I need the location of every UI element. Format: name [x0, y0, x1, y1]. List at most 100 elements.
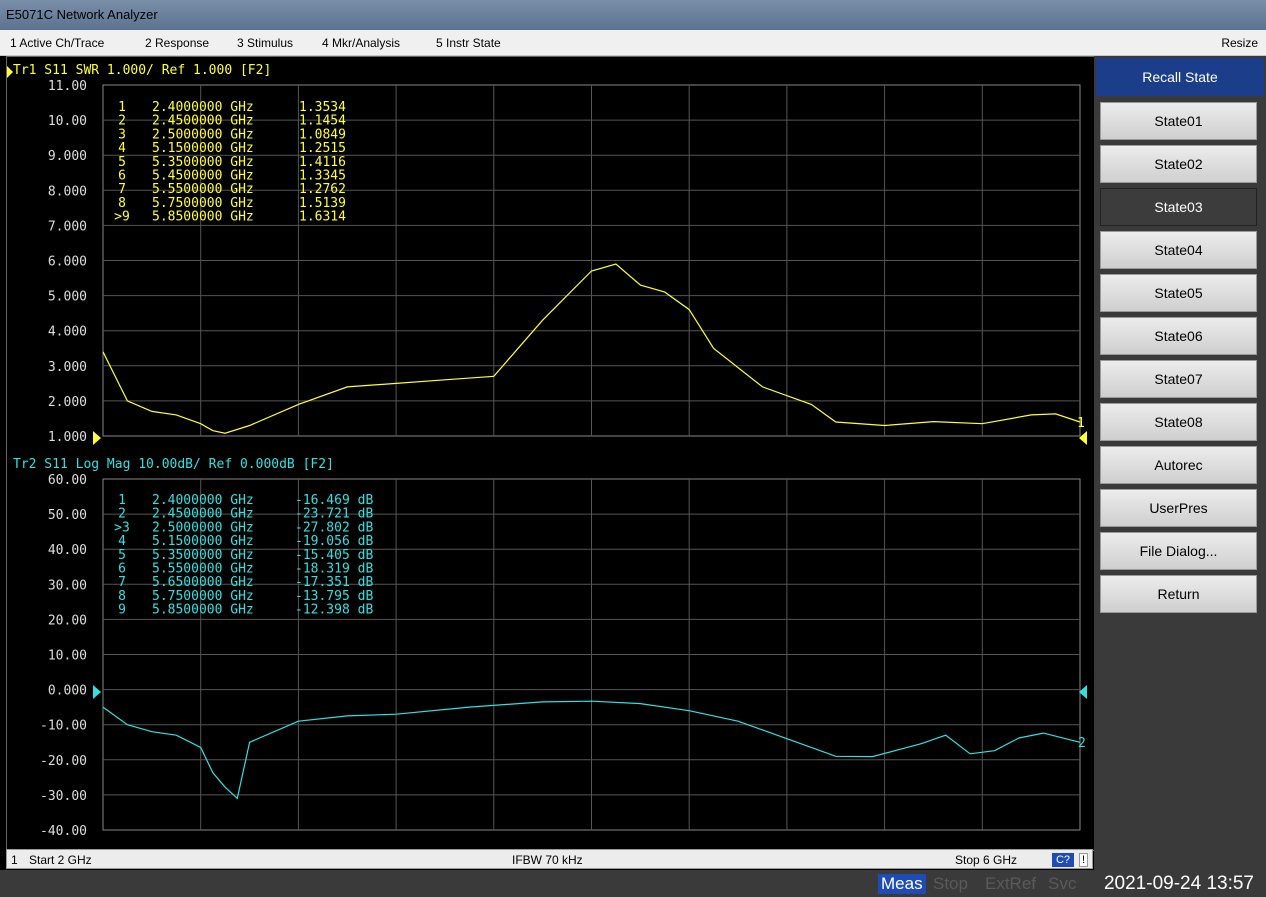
trace-plot-area: Tr1 S11 SWR 1.000/ Ref 1.000 [F2] Tr2 S1… — [7, 63, 1087, 839]
marker-id: 7 — [118, 182, 126, 197]
softkey-userpres[interactable]: UserPres — [1100, 489, 1257, 527]
marker-frequency: 5.5500000 GHz — [152, 182, 254, 197]
trace2-line — [102, 700, 1081, 800]
softkey-state03[interactable]: State03 — [1100, 188, 1257, 226]
calibration-status[interactable]: C? — [1051, 853, 1074, 867]
marker-frequency: 5.3500000 GHz — [152, 548, 254, 563]
marker-id: 2 — [118, 507, 126, 522]
trace2-header[interactable]: Tr2 S11 Log Mag 10.00dB/ Ref 0.000dB [F2… — [13, 457, 334, 472]
trace1-end-label: 1 — [1077, 416, 1085, 431]
menu-mkr-analysis[interactable]: 4 Mkr/Analysis — [322, 36, 401, 50]
trace2-ref-arrow-icon — [93, 685, 101, 699]
marker-value: 1.2515 — [299, 141, 346, 156]
warning-indicator[interactable]: ! — [1078, 853, 1088, 867]
trace2-y-ticks: 60.00 50.00 40.00 30.00 20.00 10.00 0.000 -10.0… — [40, 473, 87, 839]
marker-frequency: 5.1500000 GHz — [152, 141, 254, 156]
marker-id: 1 — [118, 493, 126, 508]
marker-frequency: 5.5500000 GHz — [152, 562, 254, 577]
softkey-state08[interactable]: State08 — [1100, 403, 1257, 441]
trace2-ref-right-arrow-icon — [1079, 685, 1087, 699]
menu-resize[interactable]: Resize — [1221, 36, 1258, 50]
y-tick-label: 8.000 — [48, 184, 87, 199]
trace1-line — [102, 263, 1081, 434]
y-tick-label: 3.000 — [48, 360, 87, 375]
softkey-state05[interactable]: State05 — [1100, 274, 1257, 312]
trace1-grid — [102, 84, 1081, 437]
trace2-grid — [102, 478, 1081, 831]
marker-value: 1.3534 — [299, 100, 346, 115]
marker-frequency: 2.4000000 GHz — [152, 100, 254, 115]
softkey-return[interactable]: Return — [1100, 575, 1257, 613]
marker-id: 4 — [118, 141, 126, 156]
marker-id: >9 — [114, 210, 130, 225]
marker-value: 1.1454 — [299, 114, 346, 129]
softkey-state06[interactable]: State06 — [1100, 317, 1257, 355]
stop-status: Stop — [933, 874, 968, 893]
y-tick-label: 9.000 — [48, 149, 87, 164]
marker-id: 1 — [118, 100, 126, 115]
y-tick-label: 5.000 — [48, 290, 87, 305]
menu-instr-state[interactable]: 5 Instr State — [436, 36, 501, 50]
marker-id: 2 — [118, 114, 126, 129]
softkey-state04[interactable]: State04 — [1100, 231, 1257, 269]
marker-value: -18.319 dB — [295, 562, 373, 577]
marker-frequency: 5.3500000 GHz — [152, 155, 254, 170]
marker-frequency: 2.4500000 GHz — [152, 114, 254, 129]
svc-status: Svc — [1048, 874, 1077, 893]
trace2-marker-table: 1 2.4000000 GHz -16.469 dB 2 2.4500000 GHz -2… — [114, 493, 373, 618]
marker-value: 1.5139 — [299, 196, 346, 211]
y-tick-label: 11.00 — [48, 79, 87, 94]
trace1-header[interactable]: Tr1 S11 SWR 1.000/ Ref 1.000 [F2] — [13, 63, 271, 78]
y-tick-label: -10.00 — [40, 719, 87, 734]
y-tick-label: 50.00 — [48, 508, 87, 523]
marker-value: -17.351 dB — [295, 575, 373, 590]
trace1-ref-arrow-icon — [93, 431, 101, 445]
softkey-state02[interactable]: State02 — [1100, 145, 1257, 183]
y-tick-label: 10.00 — [48, 649, 87, 664]
y-tick-label: 10.00 — [48, 114, 87, 129]
active-trace-arrow-icon — [7, 66, 13, 78]
softkey-autorec[interactable]: Autorec — [1100, 446, 1257, 484]
marker-id: 9 — [118, 603, 126, 618]
stop-frequency[interactable]: Stop 6 GHz — [955, 853, 1018, 867]
channel-number[interactable]: 1 — [11, 853, 18, 867]
marker-frequency: 5.8500000 GHz — [152, 210, 254, 225]
softkey-state07[interactable]: State07 — [1100, 360, 1257, 398]
y-tick-label: 30.00 — [48, 578, 87, 593]
menu-active-ch-trace[interactable]: 1 Active Ch/Trace — [10, 36, 105, 50]
marker-id: 8 — [118, 589, 126, 604]
marker-value: -15.405 dB — [295, 548, 373, 563]
menu-response[interactable]: 2 Response — [145, 36, 210, 50]
menu-stimulus[interactable]: 3 Stimulus — [237, 36, 294, 50]
marker-value: 1.4116 — [299, 155, 346, 170]
marker-value: -12.398 dB — [295, 603, 373, 618]
marker-frequency: 5.4500000 GHz — [152, 169, 254, 184]
marker-id: 4 — [118, 534, 126, 549]
marker-value: 1.6314 — [299, 210, 346, 225]
softkey-panel: Recall State State01 State02 State03 Sta… — [1094, 56, 1266, 870]
y-tick-label: 7.000 — [48, 219, 87, 234]
marker-frequency: 5.6500000 GHz — [152, 575, 254, 590]
marker-value: -27.802 dB — [295, 520, 373, 535]
marker-frequency: 5.7500000 GHz — [152, 589, 254, 604]
marker-frequency: 5.7500000 GHz — [152, 196, 254, 211]
start-frequency[interactable]: Start 2 GHz — [29, 853, 92, 867]
marker-value: 1.0849 — [299, 127, 346, 142]
datetime: 2021-09-24 13:57 — [1103, 873, 1254, 894]
marker-id: 5 — [118, 155, 126, 170]
marker-value: -13.795 dB — [295, 589, 373, 604]
marker-id: 6 — [118, 169, 126, 184]
marker-frequency: 2.4000000 GHz — [152, 493, 254, 508]
meas-status: Meas — [878, 874, 926, 894]
y-tick-label: -20.00 — [40, 754, 87, 769]
marker-id: >3 — [114, 520, 130, 535]
trace1-marker-table: 1 2.4000000 GHz 1.3534 2 2.4500000 GHz 1.1454… — [114, 100, 346, 225]
softkey-file-dialog[interactable]: File Dialog... — [1100, 532, 1257, 570]
marker-value: 1.3345 — [299, 169, 346, 184]
y-tick-label: 2.000 — [48, 395, 87, 410]
instrument-status-bar: Meas Stop ExtRef Svc 2021-09-24 13:57 — [0, 870, 1266, 897]
marker-id: 3 — [118, 127, 126, 142]
softkey-state01[interactable]: State01 — [1100, 102, 1257, 140]
trace1-ref-right-arrow-icon — [1079, 431, 1087, 445]
ifbw-label[interactable]: IFBW 70 kHz — [512, 853, 583, 867]
